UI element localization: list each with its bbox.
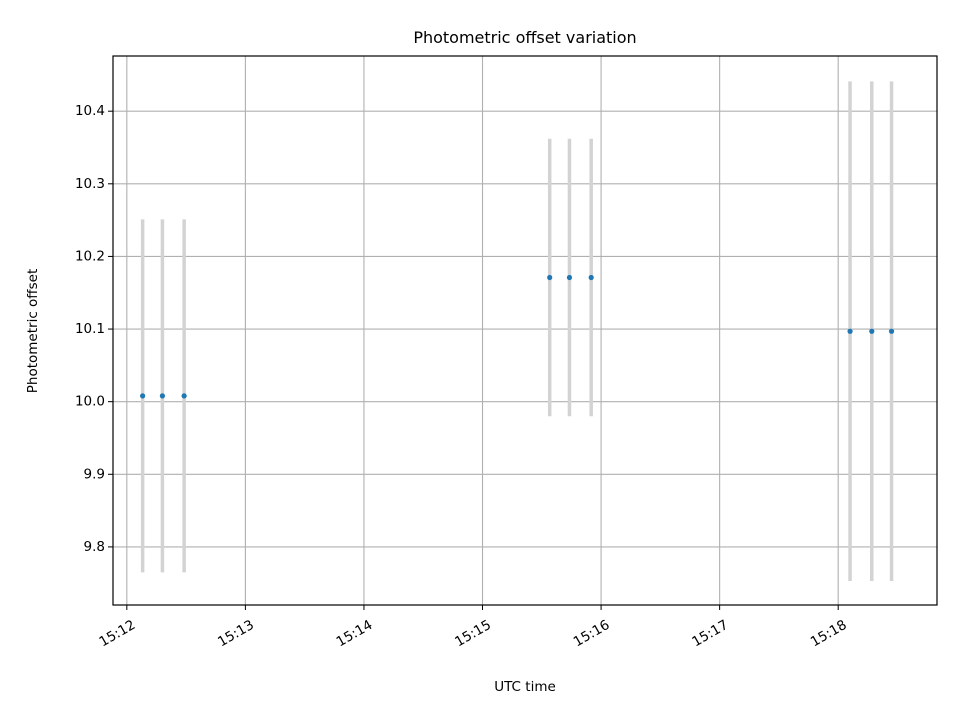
y-tick-label: 10.4 <box>75 103 105 119</box>
data-point <box>847 328 853 334</box>
y-tick-label: 10.2 <box>75 248 105 264</box>
data-point <box>140 393 146 399</box>
y-tick-label: 10.1 <box>75 321 105 337</box>
y-tick-label: 10.0 <box>75 394 105 410</box>
data-points <box>140 274 895 399</box>
y-tick-label: 10.3 <box>75 176 105 192</box>
data-point <box>588 274 594 281</box>
data-point <box>888 328 895 334</box>
data-point <box>547 274 553 281</box>
x-axis-label: UTC time <box>494 679 556 695</box>
data-point <box>159 393 166 399</box>
data-point <box>869 328 875 334</box>
chart-title: Photometric offset variation <box>413 28 636 47</box>
plot-frame <box>112 55 938 606</box>
data-point <box>566 274 573 281</box>
y-tick-label: 9.9 <box>84 466 105 482</box>
y-axis-ticks: 9.8 9.9 10.0 10.1 10.2 10.3 10.4 <box>75 103 113 555</box>
y-tick-label: 9.8 <box>84 539 105 555</box>
grid <box>113 56 937 605</box>
data-point <box>181 393 187 399</box>
y-axis-label: Photometric offset <box>25 269 41 393</box>
